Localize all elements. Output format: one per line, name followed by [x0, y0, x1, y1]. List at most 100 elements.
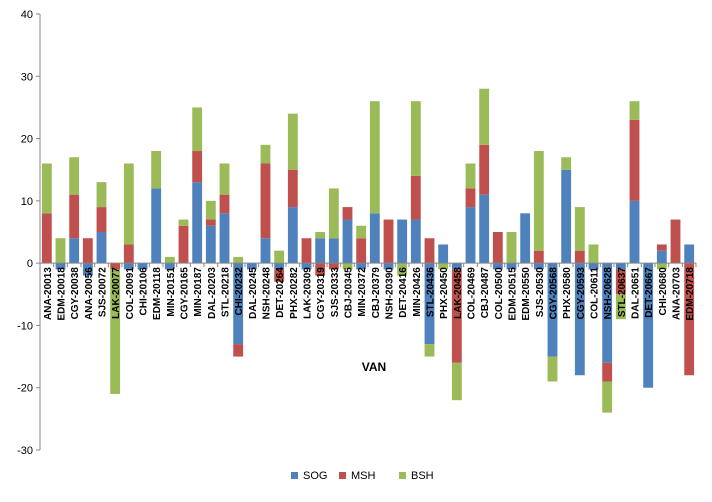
x-tick-label: MIN-20187 [193, 267, 204, 317]
bar-sog-nsh-20628 [602, 263, 613, 363]
bar-msh-col-20469 [465, 188, 476, 208]
bar-sog-lak-20309 [301, 263, 312, 270]
bar-sog-det-20416 [397, 219, 408, 264]
bar-sog-cbj-20379 [369, 213, 380, 264]
bar-sog-cbj-20345 [342, 219, 353, 264]
bar-msh-col-20091 [123, 244, 134, 264]
bar-sog-cgy-20038 [69, 238, 80, 264]
bar-sog-edm-20718 [684, 244, 695, 264]
bar-sog-chi-20106 [137, 263, 148, 270]
bar-sog-cgy-20593 [574, 263, 585, 376]
legend-label-msh: MSH [351, 470, 376, 482]
bar-bsh-edm-20118 [151, 151, 162, 189]
legend-swatch-msh [339, 472, 346, 479]
bar-sog-min-20151 [164, 263, 175, 270]
bar-msh-cgy-20038 [69, 194, 80, 239]
x-tick-label: DET-20667 [644, 267, 655, 318]
bar-msh-ana-20056 [82, 238, 93, 264]
legend: SOG MSH BSH [291, 470, 434, 482]
x-axis-title: VAN [362, 360, 386, 374]
bar-msh-stl-20218 [219, 194, 230, 214]
bar-bsh-lak-20077 [110, 269, 121, 394]
y-tick-label: 30 [21, 71, 33, 83]
bar-sog-cgy-20319 [315, 238, 326, 264]
x-tick-label: MIN-20372 [357, 267, 368, 317]
x-tick-label: MIN-20151 [166, 267, 177, 317]
bar-sog-det-20264 [274, 263, 285, 270]
bar-sog-stl-20218 [219, 213, 230, 264]
bar-msh-col-20500 [492, 232, 503, 264]
x-tick-label: NSH-20390 [385, 267, 396, 320]
x-tick-label: EDM-20550 [521, 267, 532, 321]
x-tick-label: STL-20436 [426, 267, 437, 317]
bar-bsh-dal-20203 [205, 200, 216, 220]
bar-msh-dal-20203 [205, 219, 216, 226]
x-tick-label: CGY-20038 [70, 267, 81, 320]
bar-sog-phx-20580 [561, 169, 572, 264]
bar-sog-min-20372 [356, 263, 367, 270]
bar-bsh-nsh-20248 [260, 144, 271, 164]
bar-msh-nsh-20628 [602, 362, 613, 382]
bar-msh-lak-20309 [301, 238, 312, 264]
legend-label-sog: SOG [303, 470, 327, 482]
x-tick-label: LAK-20458 [453, 267, 464, 319]
bar-msh-phx-20282 [287, 169, 298, 208]
bar-sog-edm-20118 [151, 188, 162, 264]
y-tick-label: -30 [17, 445, 33, 457]
bar-sog-chi-20680 [656, 250, 667, 264]
bar-msh-ana-20013 [41, 213, 52, 264]
legend-label-bsh: BSH [411, 470, 434, 482]
x-tick-label: NSH-20628 [603, 267, 614, 320]
bar-sog-det-20667 [643, 263, 654, 388]
x-tick-label: CHI-20106 [139, 267, 150, 316]
bar-bsh-det-20264 [274, 250, 285, 264]
bar-bsh-cbj-20487 [479, 88, 490, 145]
x-tick-label: DET-20264 [275, 267, 286, 318]
bar-sog-dal-20203 [205, 225, 216, 264]
bar-msh-cgy-20165 [178, 225, 189, 264]
x-tick-label: CBJ-20345 [344, 267, 355, 319]
x-tick-label: PHX-20450 [439, 267, 450, 319]
bar-sog-col-20500 [492, 263, 503, 270]
bar-bsh-lak-20458 [451, 362, 462, 401]
x-tick-label: CBJ-20487 [480, 267, 491, 319]
bar-bsh-ana-20013 [41, 163, 52, 214]
bar-sog-sjs-20072 [96, 232, 107, 264]
bar-bsh-col-20469 [465, 163, 476, 189]
x-tick-label: DAL-20203 [207, 267, 218, 319]
x-tick-label: CGY-20165 [180, 267, 191, 320]
x-tick-label: LAK-20077 [111, 267, 122, 319]
bar-msh-sjs-20530 [533, 250, 544, 264]
bar-sog-ana-20056 [82, 263, 93, 276]
bar-sog-phx-20282 [287, 207, 298, 264]
bar-sog-edm-20550 [520, 213, 531, 264]
bar-msh-nsh-20390 [383, 219, 394, 264]
bar-sog-cbj-20487 [479, 194, 490, 264]
bar-msh-min-20372 [356, 238, 367, 264]
x-tick-label: ANA-20056 [84, 267, 95, 320]
x-tick-label: SJS-20072 [98, 267, 109, 317]
x-tick-label: CHI-20232 [234, 267, 245, 316]
y-tick-label: 0 [27, 258, 33, 270]
bar-bsh-phx-20450 [438, 263, 449, 270]
x-tick-label: EDM-20515 [508, 267, 519, 321]
bar-msh-nsh-20248 [260, 163, 271, 239]
bar-bsh-det-20416 [397, 263, 408, 276]
bar-bsh-min-20372 [356, 225, 367, 239]
x-tick-label: PHX-20580 [562, 267, 573, 319]
bar-sog-min-20426 [410, 219, 421, 264]
bar-sog-lak-20458 [451, 263, 462, 270]
bar-msh-chi-20232 [233, 344, 244, 357]
bar-bsh-col-20091 [123, 163, 134, 245]
bars-layer [41, 88, 695, 413]
bar-bsh-stl-20218 [219, 163, 230, 195]
x-tick-label: COL-20469 [467, 267, 478, 320]
bar-bsh-min-20426 [410, 101, 421, 176]
bar-msh-ana-20703 [670, 219, 681, 264]
bar-bsh-col-20611 [588, 244, 599, 264]
bar-bsh-cgy-20165 [178, 219, 189, 226]
x-tick-label: STL-20637 [617, 267, 628, 317]
x-tick-label: PHX-20282 [289, 267, 300, 319]
